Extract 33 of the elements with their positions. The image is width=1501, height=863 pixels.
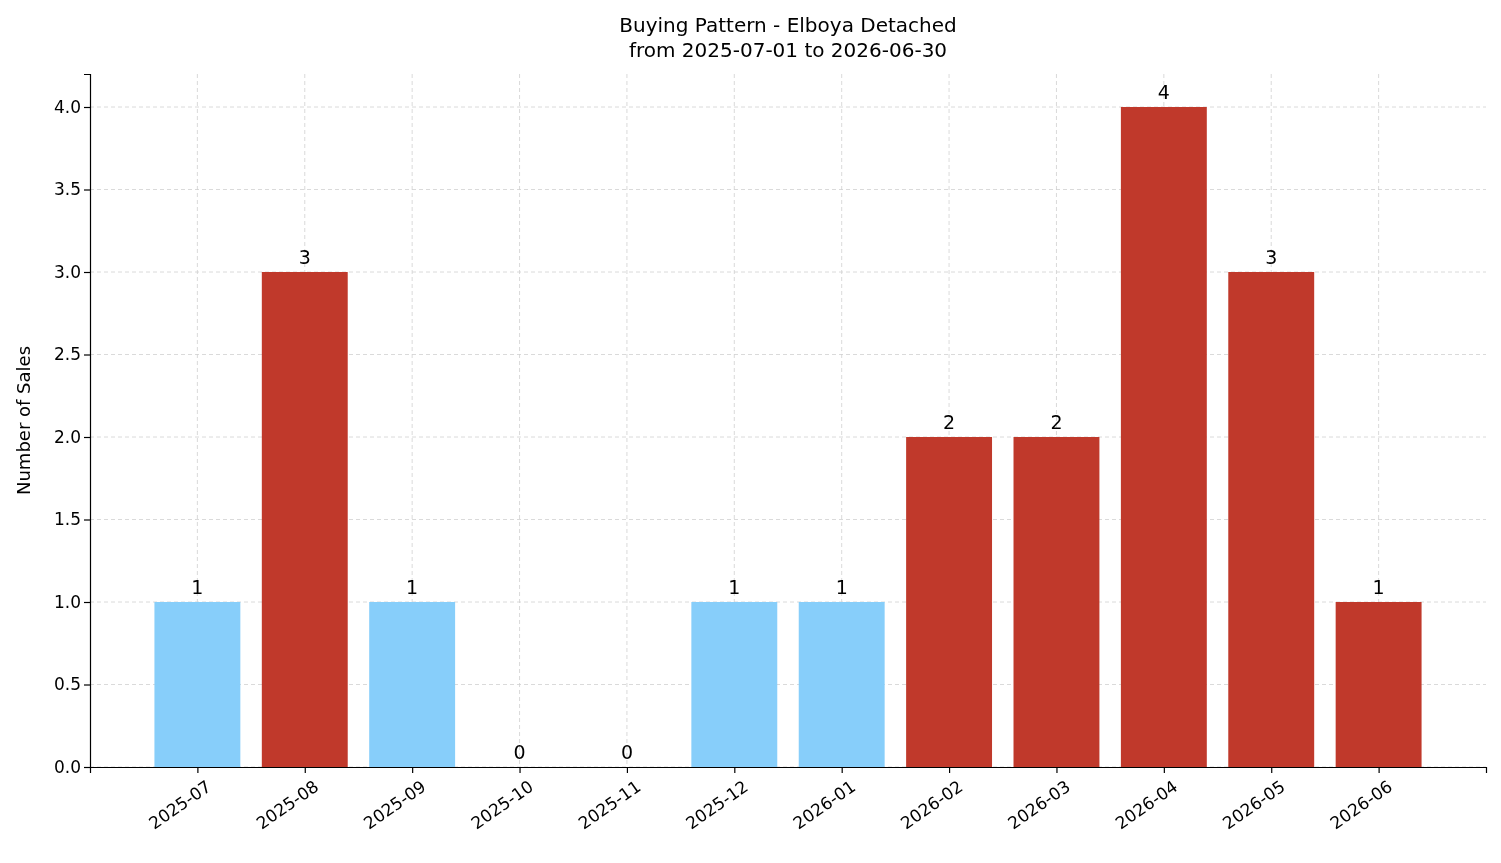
data-label: 0 bbox=[513, 741, 526, 763]
y-tick-label: 1.5 bbox=[53, 509, 81, 530]
bar bbox=[691, 602, 778, 767]
bar bbox=[1013, 437, 1100, 767]
data-label: 1 bbox=[1372, 576, 1385, 598]
y-tick-label: 3.5 bbox=[53, 179, 81, 200]
bar bbox=[1120, 107, 1207, 767]
y-tick-label: 0.5 bbox=[53, 674, 81, 695]
bar bbox=[906, 437, 993, 767]
y-tick-label: 1.0 bbox=[53, 591, 81, 612]
chart-title: Buying Pattern - Elboya Detached from 2025-07-01 to 2026-06-30 bbox=[619, 13, 957, 62]
y-tick-label: 0.0 bbox=[53, 756, 81, 777]
bar bbox=[1335, 602, 1422, 767]
bar bbox=[154, 602, 241, 767]
data-label: 1 bbox=[406, 576, 419, 598]
y-tick-label: 2.0 bbox=[53, 426, 81, 447]
data-label: 3 bbox=[1265, 246, 1278, 268]
y-tick-label: 2.5 bbox=[53, 344, 81, 365]
bar bbox=[798, 602, 885, 767]
data-label: 4 bbox=[1157, 81, 1170, 103]
bar bbox=[261, 272, 348, 767]
data-label: 1 bbox=[835, 576, 848, 598]
data-label: 2 bbox=[943, 411, 956, 433]
data-label: 3 bbox=[298, 246, 311, 268]
y-axis-title: Number of Sales bbox=[13, 345, 34, 496]
data-label: 1 bbox=[191, 576, 204, 598]
data-label: 0 bbox=[620, 741, 633, 763]
data-label: 2 bbox=[1050, 411, 1063, 433]
data-label: 1 bbox=[728, 576, 741, 598]
y-tick-label: 3.0 bbox=[53, 261, 81, 282]
bar bbox=[369, 602, 456, 767]
bar bbox=[1228, 272, 1315, 767]
y-tick-label: 4.0 bbox=[53, 96, 81, 117]
